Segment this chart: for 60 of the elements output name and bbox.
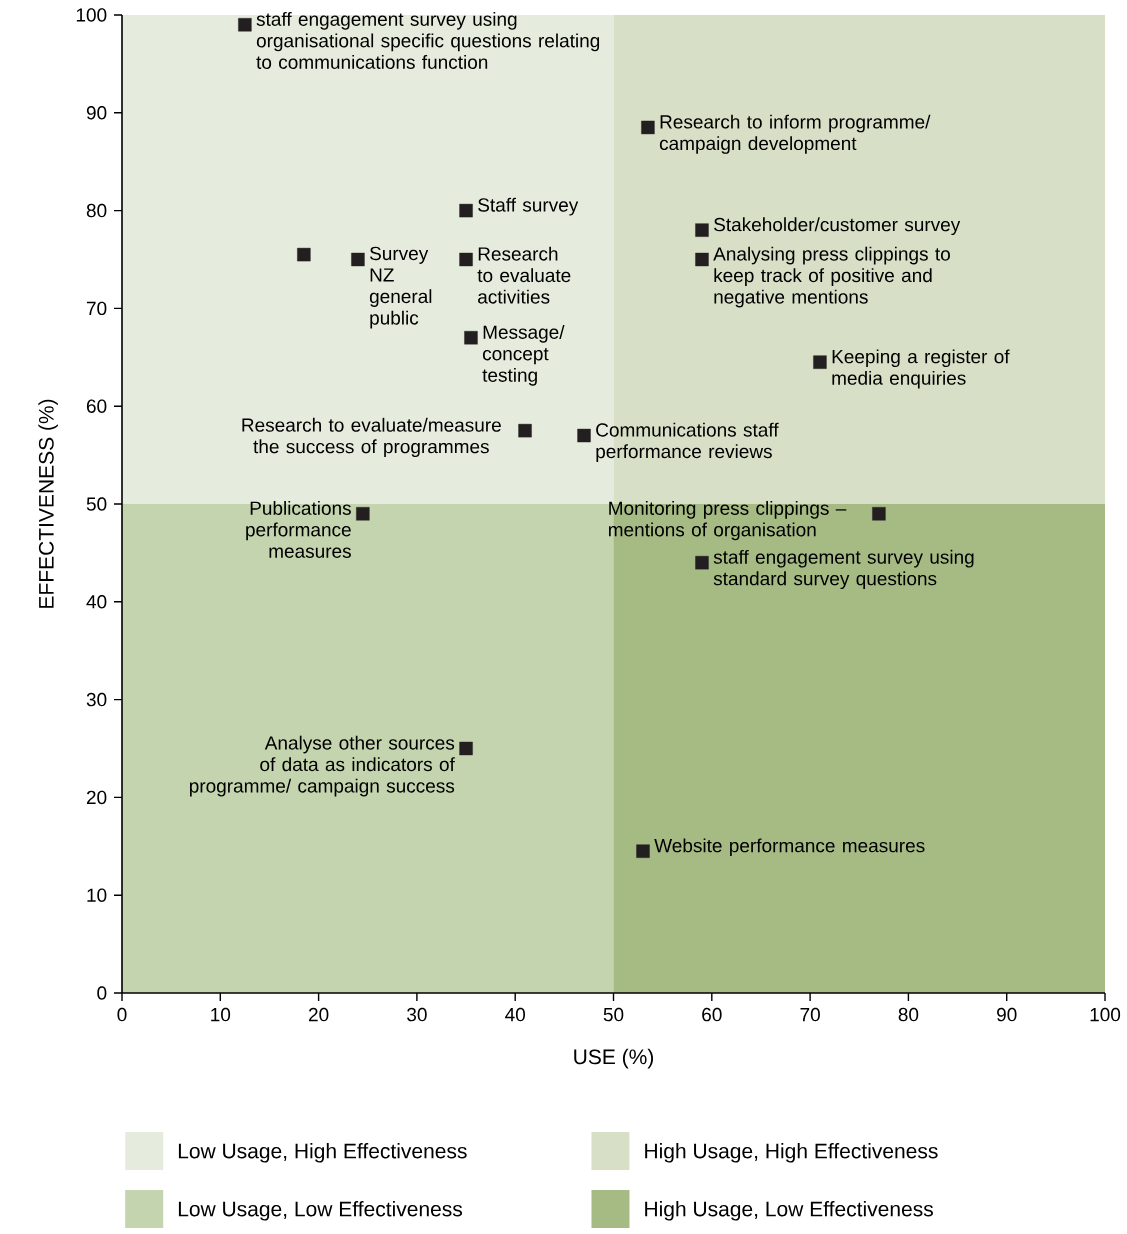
- y-tick-label: 30: [86, 692, 107, 707]
- annotation: Keeping a register of media enquiries: [832, 349, 1010, 389]
- point: [356, 507, 370, 521]
- annotation: Stakeholder/customer survey: [714, 217, 961, 236]
- annotation: staff engagement survey using organisational specific questions relating to communications function: [256, 11, 600, 69]
- y-tick-label: 0: [97, 986, 107, 1000]
- point: [459, 741, 473, 756]
- annotation: Publications performance measures: [246, 500, 351, 558]
- point: [238, 18, 252, 32]
- x-tick-label: 40: [505, 1007, 526, 1022]
- x-tick-label: 10: [211, 1007, 231, 1022]
- y-tick-label: 80: [86, 203, 107, 218]
- y-tick-label: 70: [86, 301, 107, 316]
- point: [695, 555, 709, 570]
- legend-label: High Usage, Low Effectiveness: [645, 1201, 933, 1221]
- point: [459, 252, 473, 267]
- point: [695, 252, 709, 267]
- annotation: Research to evaluate/measure the success of programmes: [242, 417, 501, 458]
- y-axis-title: EFFECTIVENESS (%): [38, 399, 58, 608]
- annotation: Research to inform programme/ campaign development: [659, 114, 931, 154]
- x-tick-label: 70: [800, 1007, 820, 1022]
- point: [577, 428, 591, 443]
- point: [464, 331, 478, 345]
- legend-label: Low Usage, Low Effectiveness: [178, 1201, 463, 1221]
- x-tick-label: 100: [1090, 1007, 1121, 1022]
- y-tick-label: 20: [86, 790, 107, 805]
- annotation: Message/ concept testing: [482, 324, 565, 386]
- point: [351, 252, 365, 267]
- point: [636, 844, 650, 858]
- x-tick-label: 0: [117, 1007, 127, 1022]
- annotation: Staff survey: [478, 197, 579, 216]
- annotation: Communications staff performance reviews: [596, 422, 779, 462]
- y-tick-label: 10: [87, 888, 107, 902]
- x-tick-label: 30: [407, 1007, 427, 1022]
- legend-label: Low Usage, High Effectiveness: [178, 1143, 467, 1163]
- point: [813, 355, 827, 369]
- x-tick-label: 50: [603, 1007, 624, 1022]
- annotation: Analysing press clippings to keep track of positive and negative mentions: [713, 246, 950, 308]
- y-tick-label: 50: [86, 497, 107, 511]
- point: [641, 120, 655, 135]
- annotation: Website performance measures: [654, 838, 925, 857]
- y-tick-label: 60: [86, 399, 107, 413]
- x-tick-label: 80: [898, 1007, 919, 1022]
- annotation: staff engagement survey using standard survey questions: [713, 549, 974, 590]
- annotation: Analyse other sources of data as indicators of programme/ campaign success: [189, 735, 455, 797]
- point: [297, 247, 311, 262]
- point: [459, 203, 473, 218]
- annotation: Research to evaluate activities: [477, 246, 571, 304]
- y-tick-label: 40: [86, 595, 107, 609]
- point: [518, 423, 532, 438]
- x-axis-title: USE (%): [574, 1048, 654, 1069]
- y-tick-label: 90: [86, 106, 107, 120]
- point: [872, 507, 886, 521]
- annotation: Survey NZ general public: [369, 246, 432, 329]
- legend-label: High Usage, High Effectiveness: [645, 1143, 938, 1163]
- x-tick-label: 20: [308, 1007, 329, 1022]
- y-tick-label: 100: [76, 8, 107, 22]
- x-tick-label: 60: [702, 1007, 722, 1022]
- x-tick-label: 90: [997, 1007, 1017, 1022]
- point: [695, 223, 709, 237]
